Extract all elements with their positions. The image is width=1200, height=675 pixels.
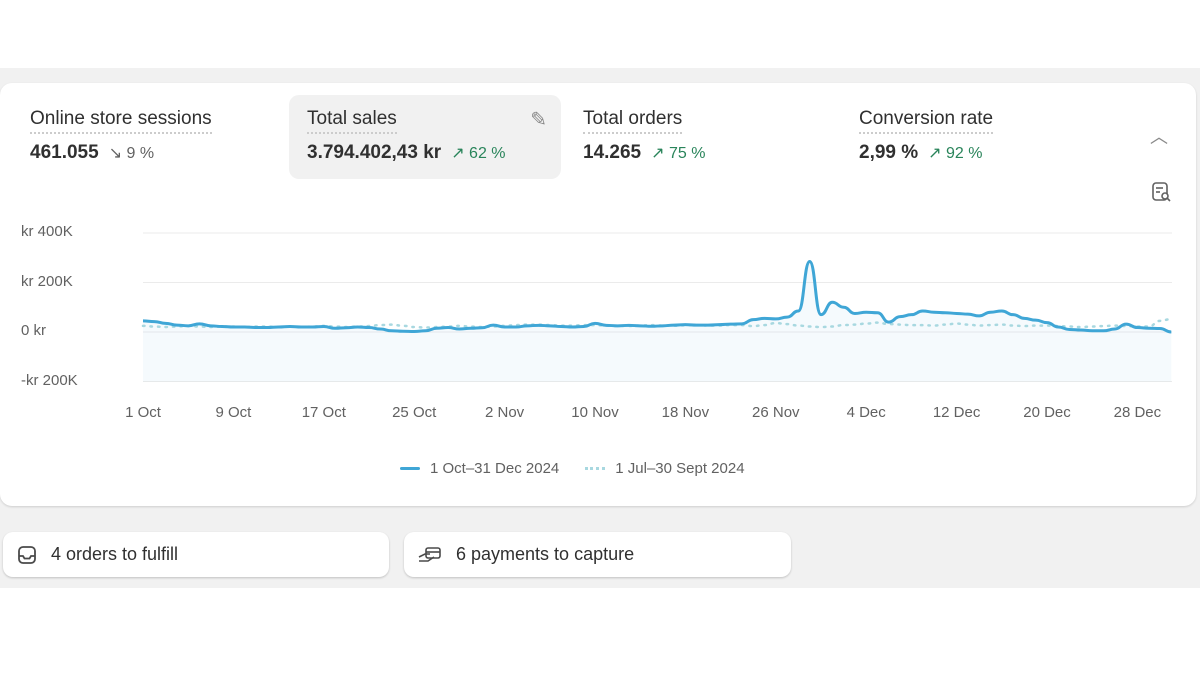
- delta-value: 92 %: [946, 145, 983, 162]
- metric-online-store-sessions[interactable]: Online store sessions 461.055 ↘ 9 %: [12, 95, 284, 179]
- metric-value: 461.055: [30, 142, 99, 163]
- sales-overview-card: Online store sessions 461.055 ↘ 9 % Tota…: [0, 83, 1196, 506]
- series-line-current: [142, 259, 1172, 334]
- dotted-line-swatch: [585, 467, 606, 470]
- metric-title: Conversion rate: [859, 108, 994, 134]
- legend-label: 1 Oct–31 Dec 2024: [430, 460, 560, 477]
- payments-to-capture-button[interactable]: 6 payments to capture: [404, 532, 791, 577]
- arrow-up-icon: ↗: [451, 145, 465, 162]
- task-label: 4 orders to fulfill: [51, 544, 179, 564]
- arrow-down-icon: ↘: [108, 145, 123, 162]
- hand-card-icon: [418, 546, 441, 562]
- metric-delta: ↗ 92 %: [928, 143, 982, 163]
- y-tick-label: -kr 200K: [21, 371, 78, 389]
- x-tick-label: 28 Dec: [1113, 404, 1162, 421]
- y-tick-label: kr 200K: [21, 272, 73, 290]
- metric-total-orders[interactable]: Total orders 14.265 ↗ 75 %: [565, 95, 837, 179]
- x-tick-label: 17 Oct: [301, 404, 346, 421]
- chevron-up-icon[interactable]: ︿: [1150, 127, 1168, 147]
- x-tick-label: 4 Dec: [846, 404, 886, 421]
- legend-item-previous[interactable]: 1 Jul–30 Sept 2024: [585, 460, 745, 477]
- delta-value: 9 %: [126, 145, 155, 162]
- metric-conversion-rate[interactable]: Conversion rate 2,99 % ↗ 92 %: [841, 95, 1113, 179]
- delta-value: 75 %: [668, 145, 706, 162]
- legend-label: 1 Jul–30 Sept 2024: [615, 460, 745, 477]
- x-tick-label: 20 Dec: [1023, 404, 1071, 421]
- metric-title: Total orders: [583, 108, 683, 134]
- solid-line-swatch: [400, 467, 420, 470]
- x-tick-label: 9 Oct: [215, 404, 252, 421]
- x-tick-label: 26 Nov: [752, 404, 800, 421]
- x-tick-label: 12 Dec: [932, 404, 981, 421]
- x-tick-label: 25 Oct: [392, 404, 437, 421]
- orders-to-fulfill-button[interactable]: 4 orders to fulfill: [3, 532, 389, 577]
- sales-line-chart: [141, 232, 1173, 382]
- x-tick-label: 10 Nov: [571, 404, 619, 421]
- y-tick-label: kr 400K: [21, 223, 73, 240]
- x-tick-label: 2 Nov: [485, 404, 525, 421]
- metric-title: Online store sessions: [30, 108, 212, 134]
- arrow-up-icon: ↗: [651, 145, 665, 162]
- chart-legend: 1 Oct–31 Dec 2024 1 Jul–30 Sept 2024: [400, 460, 745, 477]
- delta-value: 62 %: [469, 145, 506, 162]
- x-tick-label: 18 Nov: [661, 404, 710, 421]
- inbox-icon: [18, 545, 36, 564]
- x-tick-label: 1 Oct: [125, 404, 161, 421]
- arrow-up-icon: ↗: [928, 145, 942, 162]
- legend-item-current[interactable]: 1 Oct–31 Dec 2024: [400, 460, 559, 477]
- metric-total-sales[interactable]: Total sales ✎ 3.794.402,43 kr ↗ 62 %: [289, 95, 561, 179]
- metric-value: 2,99 %: [859, 142, 919, 163]
- pencil-icon[interactable]: ✎: [530, 109, 547, 131]
- task-label: 6 payments to capture: [456, 544, 635, 564]
- metric-title: Total sales: [307, 108, 397, 134]
- series-area: [143, 261, 1172, 382]
- y-tick-label: 0 kr: [21, 322, 47, 339]
- metric-delta: ↗ 75 %: [651, 143, 705, 163]
- metric-delta: ↘ 9 %: [109, 143, 154, 163]
- metric-value: 14.265: [583, 142, 642, 163]
- report-search-icon[interactable]: [1150, 181, 1172, 203]
- metric-delta: ↗ 62 %: [451, 143, 505, 163]
- metric-value: 3.794.402,43 kr: [307, 142, 442, 163]
